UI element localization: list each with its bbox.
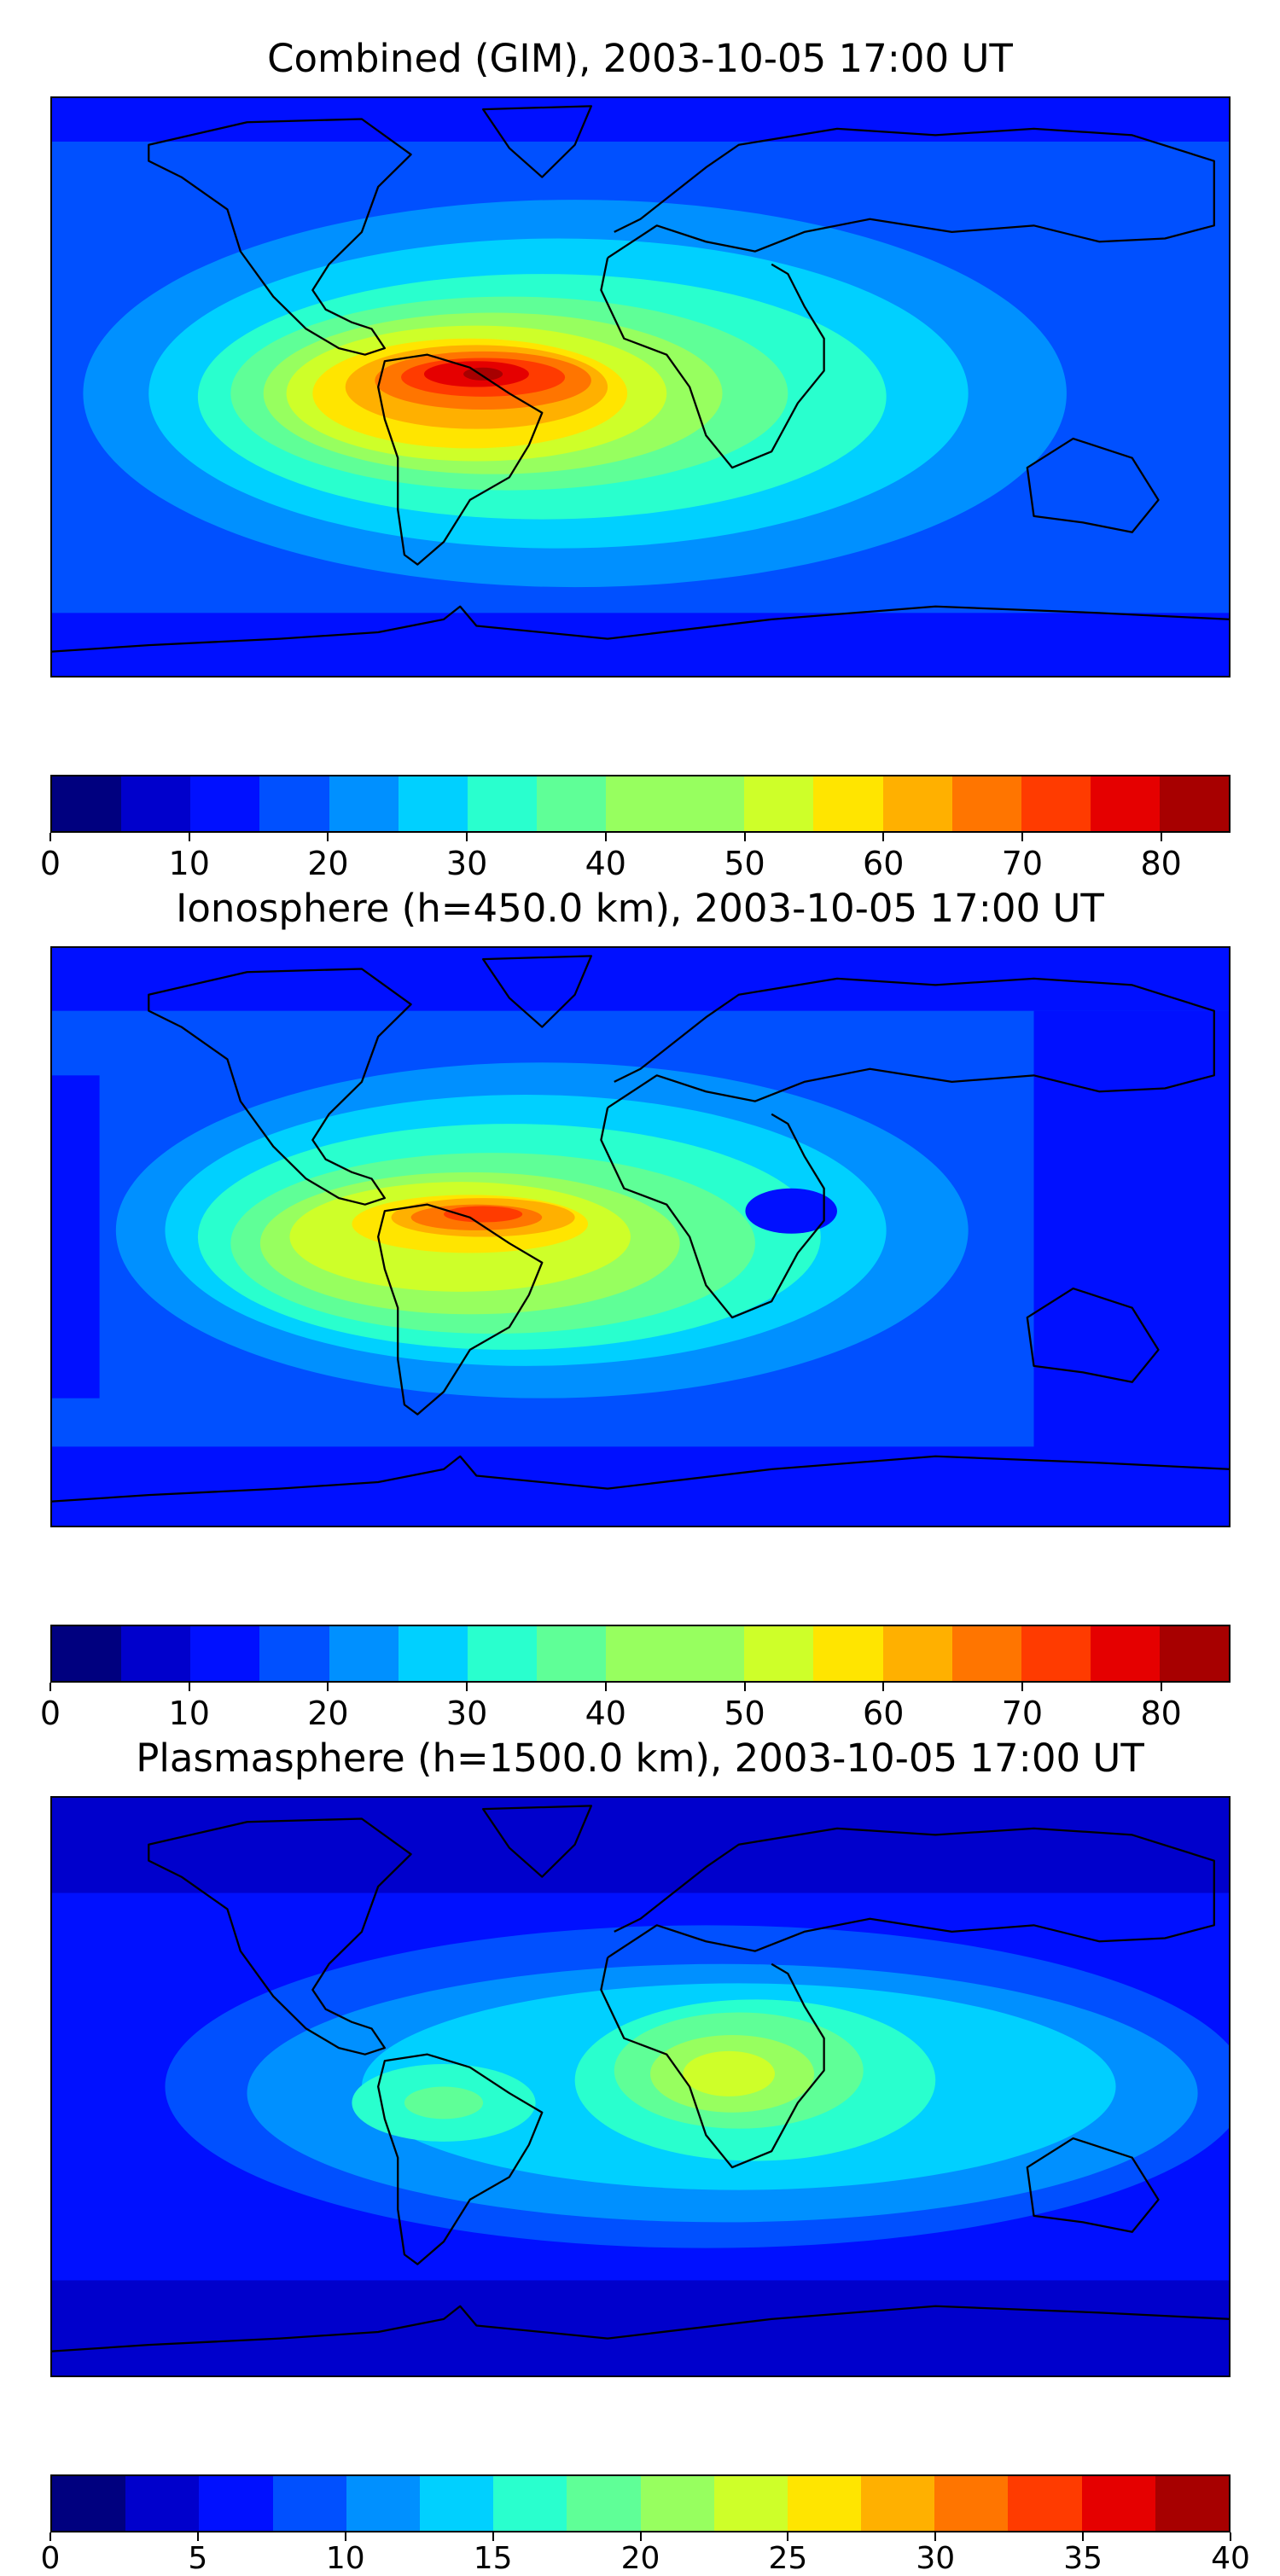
colorbar-segment	[419, 2476, 494, 2531]
coastline-south-america	[377, 2053, 544, 2265]
colorbar-segment	[398, 1626, 468, 1681]
colorbar-segment	[675, 776, 745, 831]
coastline-africa-eurasia	[600, 977, 1215, 1319]
coastline-africa-eurasia	[600, 127, 1215, 469]
contour-band	[444, 1206, 523, 1223]
panel-2-map	[50, 946, 1231, 1527]
colorbar-segment	[813, 776, 883, 831]
colorbar-segment	[1160, 1626, 1230, 1681]
colorbar-segment	[52, 1626, 122, 1681]
panel-2-colorbar	[50, 1625, 1231, 1683]
panel-1-colorbar	[50, 775, 1231, 833]
colorbar-segment	[1090, 1626, 1160, 1681]
coastline-australia	[1026, 437, 1160, 533]
coastline-north-america	[148, 968, 412, 1206]
colorbar-segment	[1081, 2476, 1155, 2531]
coastline-australia	[1026, 2137, 1160, 2233]
panel-1-title: Combined (GIM), 2003-10-05 17:00 UT	[267, 36, 1013, 81]
colorbar-segment	[536, 776, 606, 831]
colorbar-segment	[121, 776, 191, 831]
coastline-antarctica	[50, 605, 1231, 653]
colorbar-segment	[675, 1626, 745, 1681]
panel-3-map	[50, 1796, 1231, 2377]
colorbar-segment	[398, 776, 468, 831]
coastline-greenland	[481, 1805, 593, 1878]
colorbar-segment	[882, 1626, 952, 1681]
panel-1-ticks: 0 10 20 30 40 50 60 70 80	[40, 833, 1231, 884]
contour-band	[50, 2280, 1231, 2377]
colorbar-segment	[787, 2476, 862, 2531]
colorbar-segment	[640, 2476, 714, 2531]
colorbar-segment	[813, 1626, 883, 1681]
colorbar-segment	[493, 2476, 567, 2531]
contour-band	[745, 1188, 837, 1234]
colorbar-segment	[52, 776, 122, 831]
colorbar-segment	[1090, 776, 1160, 831]
colorbar-segment	[951, 776, 1021, 831]
contour-band	[50, 96, 1231, 142]
panel-3-ticks: 0 5 10 15 20 25 30 35 40	[41, 2532, 1250, 2576]
contour-band	[50, 1075, 100, 1398]
contour-band	[50, 1796, 1231, 1893]
colorbar-segment	[52, 2476, 126, 2531]
coastline-north-america	[148, 1817, 412, 2056]
colorbar-segment	[190, 776, 260, 831]
contour-band	[683, 2050, 776, 2096]
colorbar-segment	[1008, 2476, 1082, 2531]
contour-band	[50, 613, 1231, 677]
colorbar-segment	[606, 1626, 676, 1681]
panel-3-title: Plasmasphere (h=1500.0 km), 2003-10-05 1…	[136, 1736, 1144, 1781]
coastlines	[50, 1805, 1231, 2352]
colorbar-segment	[199, 2476, 273, 2531]
panel-3-colorbar	[50, 2474, 1231, 2532]
colorbar-segment	[346, 2476, 420, 2531]
colorbar-segment	[329, 776, 399, 831]
colorbar-segment	[882, 776, 952, 831]
colorbar-segment	[1160, 776, 1230, 831]
coastline-north-america	[148, 118, 412, 356]
colorbar-segment	[934, 2476, 1009, 2531]
colorbar-segment	[259, 776, 329, 831]
colorbar-segment	[713, 2476, 788, 2531]
panel-1-map	[50, 96, 1231, 677]
coastline-south-america	[377, 1203, 544, 1416]
colorbar-segment	[125, 2476, 200, 2531]
contour-band	[1033, 1010, 1231, 1463]
panel-2-ticks: 0 10 20 30 40 50 60 70 80	[40, 1683, 1231, 1734]
coastline-antarctica	[50, 1455, 1231, 1503]
coastline-australia	[1026, 1287, 1160, 1383]
contour-band	[404, 2086, 484, 2120]
coastlines	[50, 105, 1231, 653]
colorbar-segment	[1155, 2476, 1229, 2531]
colorbar-segment	[467, 776, 537, 831]
colorbar-segment	[567, 2476, 641, 2531]
coastline-africa-eurasia	[600, 1827, 1215, 2169]
colorbar-segment	[861, 2476, 935, 2531]
colorbar-segment	[606, 776, 676, 831]
colorbar-segment	[121, 1626, 191, 1681]
colorbar-segment	[272, 2476, 346, 2531]
coastlines	[50, 955, 1231, 1503]
colorbar-segment	[259, 1626, 329, 1681]
colorbar-segment	[190, 1626, 260, 1681]
colorbar-segment	[467, 1626, 537, 1681]
colorbar-segment	[329, 1626, 399, 1681]
coastline-greenland	[481, 105, 593, 178]
colorbar-segment	[744, 1626, 814, 1681]
colorbar-segment	[1021, 1626, 1091, 1681]
coastline-greenland	[481, 955, 593, 1028]
colorbar-segment	[1021, 776, 1091, 831]
contour-band	[50, 946, 1231, 1011]
coastline-antarctica	[50, 2305, 1231, 2352]
colorbar-segment	[744, 776, 814, 831]
contour-band	[463, 367, 503, 381]
panel-2-title: Ionosphere (h=450.0 km), 2003-10-05 17:0…	[176, 886, 1104, 931]
coastline-south-america	[377, 353, 544, 566]
colorbar-segment	[536, 1626, 606, 1681]
colorbar-segment	[951, 1626, 1021, 1681]
